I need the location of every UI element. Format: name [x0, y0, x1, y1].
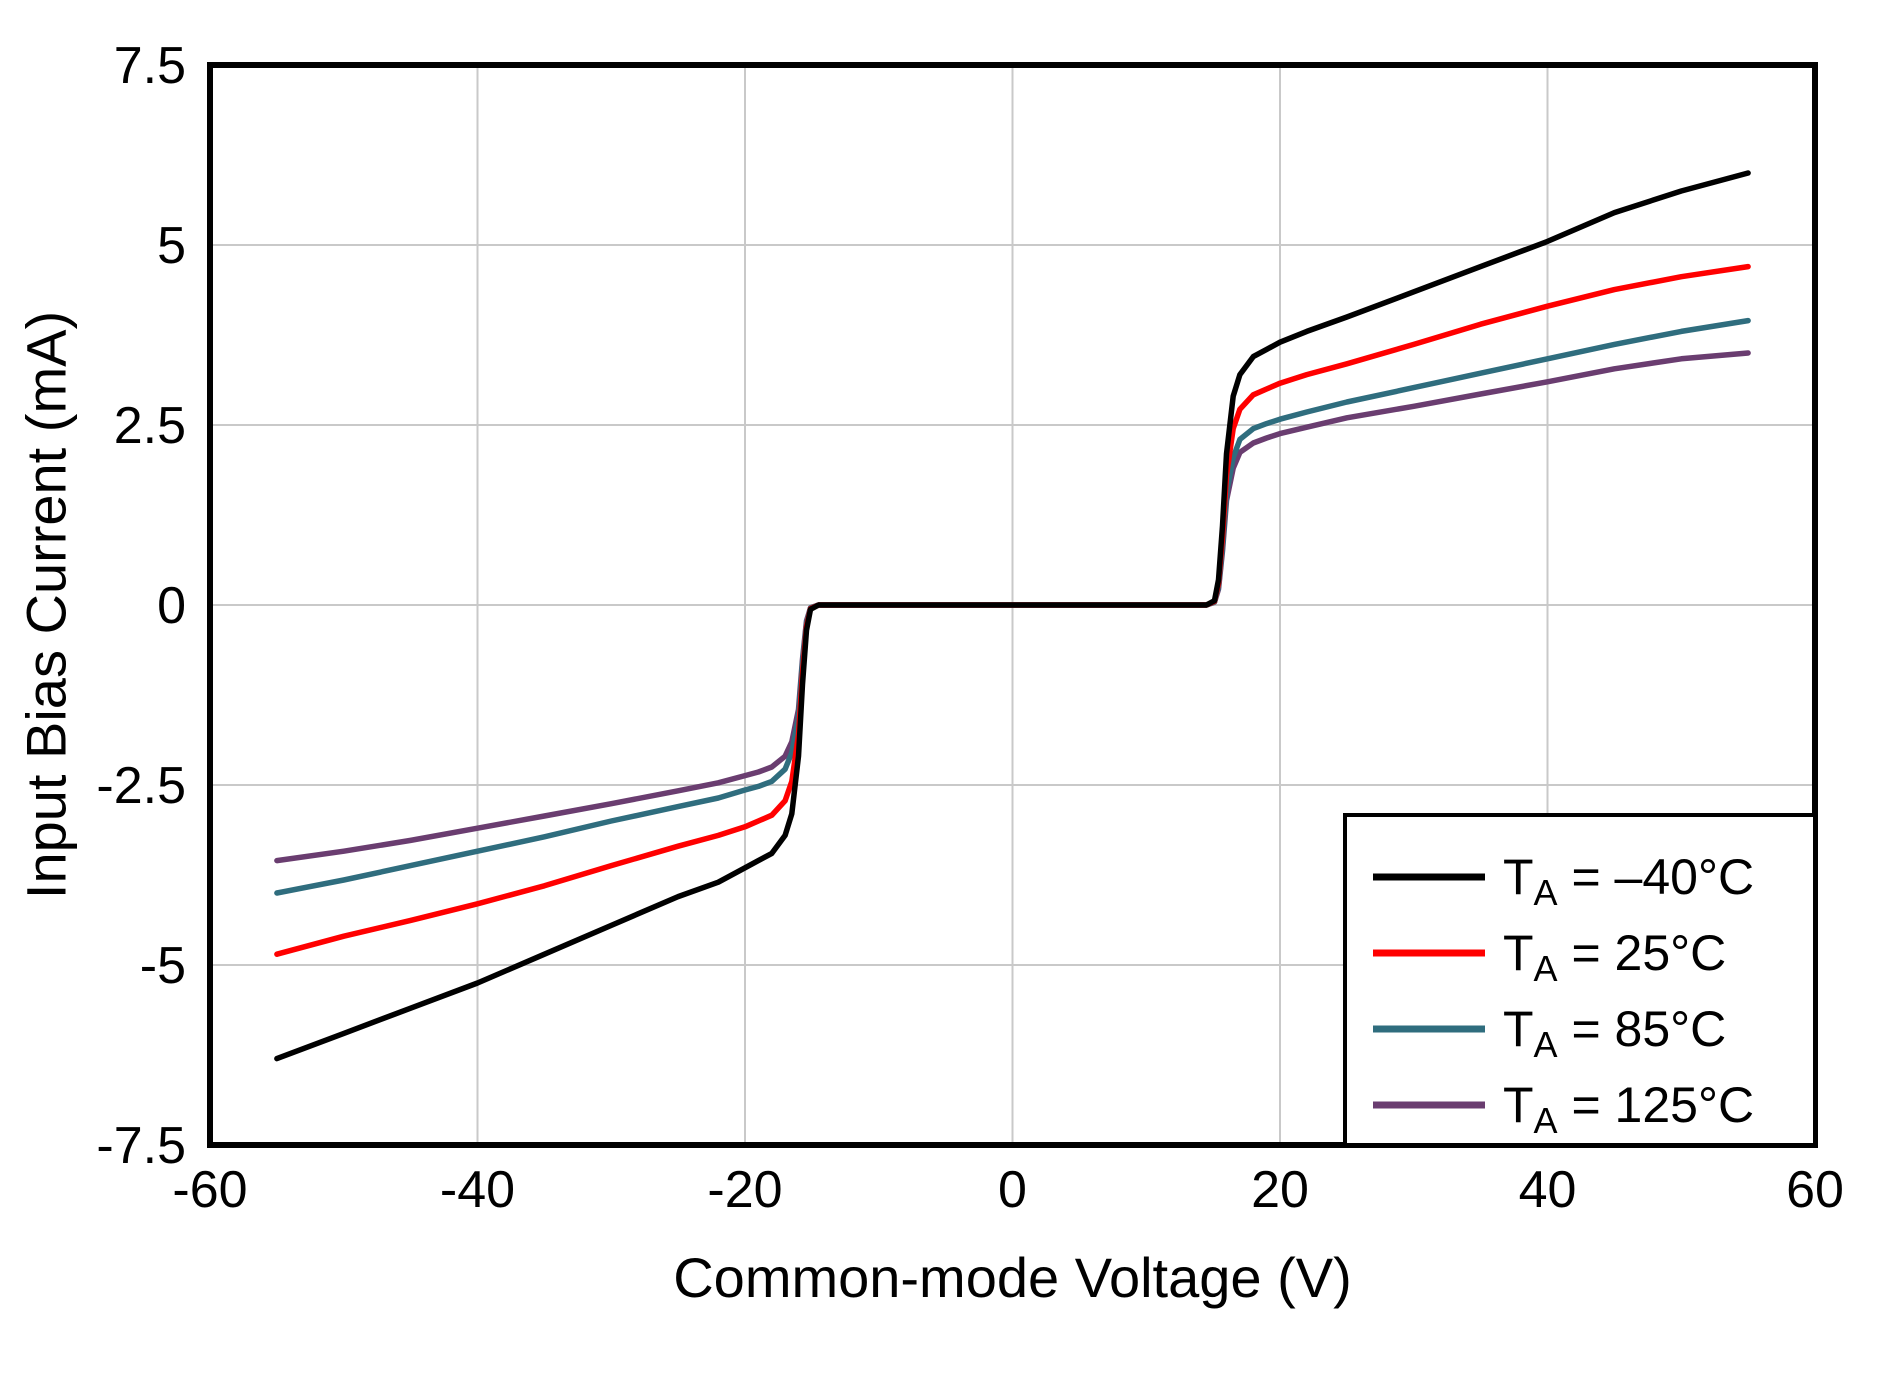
x-tick-label--40: -40: [440, 1161, 515, 1219]
y-tick-label--7.5: -7.5: [96, 1117, 186, 1175]
x-tick-labels: -60 -40 -20 0 20 40 60: [172, 1161, 1844, 1219]
legend-label-ta-40-c: TA = –40°C: [1503, 849, 1754, 913]
y-tick-label-5: 5: [157, 217, 186, 275]
legend-label-ta-25-c: TA = 25°C: [1503, 925, 1726, 989]
y-tick-label-7.5: 7.5: [114, 37, 186, 95]
x-tick-label-60: 60: [1786, 1161, 1844, 1219]
y-tick-label--2.5: -2.5: [96, 757, 186, 815]
legend-label-ta-125-c: TA = 125°C: [1503, 1077, 1754, 1141]
x-tick-label--20: -20: [707, 1161, 782, 1219]
y-axis-title: Input Bias Current (mA): [14, 310, 78, 900]
legend: TA = –40°C TA = 25°C TA = 85°C TA = 125°C: [1343, 813, 1817, 1147]
x-tick-label-20: 20: [1251, 1161, 1309, 1219]
y-tick-label-0: 0: [157, 577, 186, 635]
y-tick-label-2.5: 2.5: [114, 397, 186, 455]
legend-item-ta-85-c: TA = 85°C: [1373, 1001, 1726, 1065]
x-axis-title: Common-mode Voltage (V): [673, 1246, 1352, 1309]
series-line-ta-40-c: [274, 170, 1751, 1062]
plot-border: [207, 62, 1818, 1148]
legend-item-ta-125-c: TA = 125°C: [1373, 1077, 1754, 1141]
legend-label-ta-85-c: TA = 85°C: [1503, 1001, 1726, 1065]
series-curves: [274, 170, 1751, 1062]
y-tick-label--5: -5: [140, 937, 186, 995]
legend-item-ta-40-c: TA = –40°C: [1373, 849, 1754, 913]
y-tick-labels: -7.5 -5 -2.5 0 2.5 5 7.5: [96, 37, 186, 1175]
x-tick-label-0: 0: [998, 1161, 1027, 1219]
x-tick-label-40: 40: [1519, 1161, 1577, 1219]
legend-item-ta-25-c: TA = 25°C: [1373, 925, 1726, 989]
legend-box: [1343, 813, 1817, 1147]
x-tick-label--60: -60: [172, 1161, 247, 1219]
